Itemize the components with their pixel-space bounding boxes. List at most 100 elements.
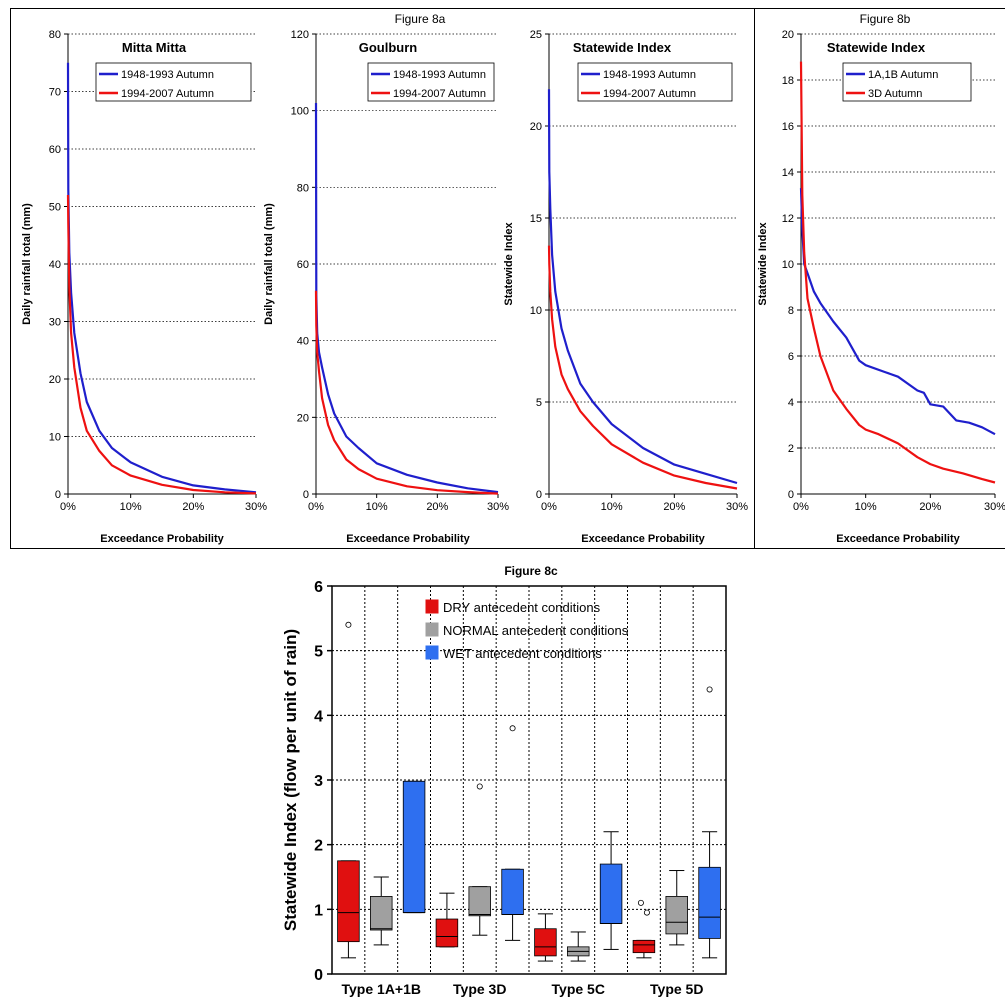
outlier-point [476, 783, 483, 790]
legend-label: NORMAL antecedent conditions [443, 623, 629, 638]
legend-label: 1A,1B Autumn [868, 69, 938, 81]
x-tick-label: 10% [855, 501, 877, 513]
chart-title: Statewide Index [573, 40, 672, 55]
y-tick-label: 10 [49, 432, 61, 444]
y-tick-label: 6 [314, 579, 323, 596]
y-tick-label: 4 [788, 397, 794, 409]
y-tick-label: 2 [788, 443, 794, 455]
legend-label: 1994-2007 Autumn [393, 88, 486, 100]
y-tick-label: 0 [303, 489, 309, 501]
x-tick-label: 30% [726, 501, 748, 513]
legend-label: 1994-2007 Autumn [121, 88, 214, 100]
x-axis-label: Exceedance Probability [836, 533, 960, 545]
chart-mitta-mitta: 0 10 20 30 40 50 60 70 80 0% 10% 20% 30% 1948-1993 Au… [21, 29, 267, 545]
category-label: Type 5C [552, 981, 605, 997]
series-line-blue [799, 188, 996, 436]
y-tick-label: 100 [291, 106, 309, 118]
legend-label: 1948-1993 Autumn [121, 69, 214, 81]
y-tick-label: 0 [314, 967, 323, 984]
x-tick-label: 20% [919, 501, 941, 513]
y-tick-label: 5 [314, 644, 323, 661]
x-axis-label: Exceedance Probability [346, 533, 470, 545]
y-tick-label: 15 [530, 213, 542, 225]
y-tick-label: 3 [314, 773, 323, 790]
chart-figure-8c-boxplot: 0 1 2 3 4 5 6 Type 1A+1B Type 3D Type 5C Type 5D DR… [281, 579, 727, 997]
chart-title: Statewide Index [827, 40, 926, 55]
legend-box [95, 62, 252, 102]
y-tick-label: 60 [49, 144, 61, 156]
y-tick-label: 40 [297, 336, 309, 348]
y-tick-label: 16 [782, 121, 794, 133]
y-tick-label: 8 [788, 305, 794, 317]
series-line-blue [314, 102, 499, 494]
legend-box [367, 62, 495, 102]
x-axis-label: Exceedance Probability [581, 533, 705, 545]
series-line-blue [547, 89, 738, 485]
legend-label: DRY antecedent conditions [443, 600, 601, 615]
series-line-red [799, 61, 996, 484]
outlier-point [509, 725, 516, 732]
legend-box [577, 62, 733, 102]
y-axis-label: Daily rainfall total (mm) [263, 203, 275, 325]
series-line-red [66, 194, 257, 495]
x-tick-label: 0% [541, 501, 557, 513]
x-tick-label: 20% [182, 501, 204, 513]
x-tick-label: 0% [793, 501, 809, 513]
y-tick-label: 30 [49, 317, 61, 329]
legend-label: 3D Autumn [868, 88, 922, 100]
box-normal [665, 896, 688, 935]
y-tick-label: 70 [49, 87, 61, 99]
box-normal [468, 886, 491, 917]
y-tick-label: 5 [536, 397, 542, 409]
x-axis-label: Exceedance Probability [100, 533, 224, 545]
y-tick-label: 80 [49, 29, 61, 41]
y-tick-label: 0 [788, 489, 794, 501]
plot-frame [331, 585, 727, 975]
series-line-blue [66, 62, 257, 494]
y-axis-label: Statewide Index [757, 222, 769, 306]
y-tick-label: 20 [297, 412, 309, 424]
y-tick-label: 18 [782, 75, 794, 87]
y-tick-label: 10 [782, 259, 794, 271]
chart-title: Goulburn [359, 40, 418, 55]
y-tick-label: 1 [314, 902, 323, 919]
y-tick-label: 20 [782, 29, 794, 41]
legend-swatch [425, 645, 439, 660]
category-label: Type 1A+1B [342, 981, 422, 997]
y-tick-label: 12 [782, 213, 794, 225]
y-tick-label: 25 [530, 29, 542, 41]
category-label: Type 5D [650, 981, 703, 997]
x-tick-label: 20% [663, 501, 685, 513]
y-tick-label: 10 [530, 305, 542, 317]
series-line-red [547, 245, 738, 490]
y-tick-label: 20 [530, 121, 542, 133]
outlier-point [345, 621, 352, 628]
series-line-red [314, 290, 499, 495]
x-tick-label: 0% [308, 501, 324, 513]
y-axis-label: Statewide Index (flow per unit of rain) [281, 629, 300, 931]
x-tick-label: 0% [60, 501, 76, 513]
outlier-point [637, 899, 644, 906]
figure-8a-title: Figure 8a [395, 12, 446, 26]
box-wet [698, 866, 721, 939]
box-normal [370, 896, 393, 931]
chart-statewide-index-8b: 0 2 4 6 8 10 12 14 16 18 20 0% 10% 20% 30% 1A,1B Autumn… [757, 29, 1005, 545]
legend-box [842, 62, 972, 102]
box-dry [337, 860, 360, 943]
y-tick-label: 120 [291, 29, 309, 41]
box-wet [402, 780, 426, 913]
y-axis-label: Daily rainfall total (mm) [21, 203, 33, 325]
x-tick-label: 10% [601, 501, 623, 513]
legend-swatch [425, 622, 439, 637]
y-tick-label: 40 [49, 259, 61, 271]
x-tick-label: 30% [487, 501, 509, 513]
legend-label: 1994-2007 Autumn [603, 88, 696, 100]
x-tick-label: 10% [366, 501, 388, 513]
category-label: Type 3D [453, 981, 506, 997]
box-dry [435, 918, 459, 948]
box-wet [501, 868, 524, 915]
chart-goulburn: 0 20 40 60 80 100 120 0% 10% 20% 30% 1948-1993 Autu… [263, 29, 509, 545]
y-tick-label: 6 [788, 351, 794, 363]
figure-8b-title: Figure 8b [860, 12, 911, 26]
